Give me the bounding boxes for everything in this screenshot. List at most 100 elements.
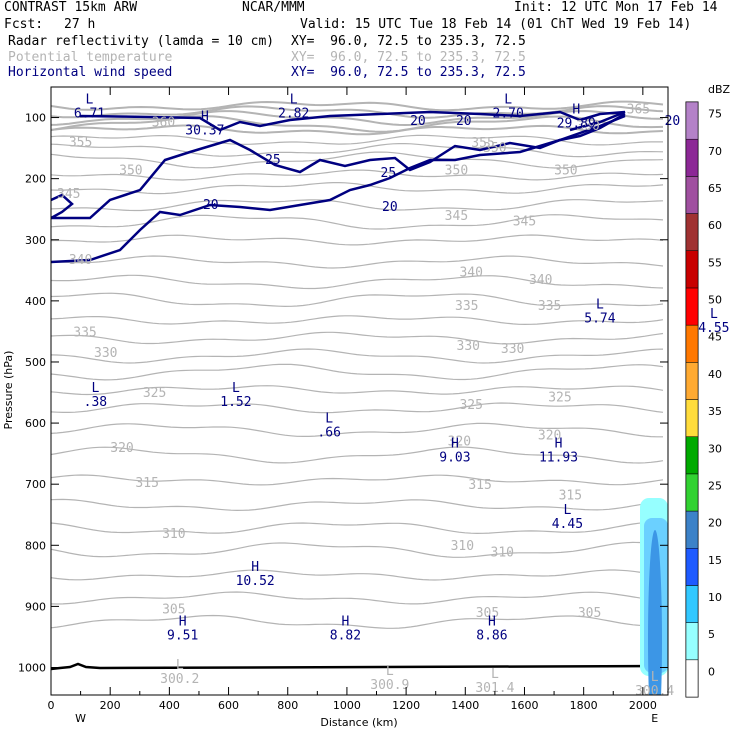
theta-contour-line — [51, 402, 664, 414]
colorbar-swatch — [685, 510, 699, 549]
colorbar-tick-label: 20 — [708, 517, 722, 530]
theta-label: 325 — [459, 398, 482, 413]
theta-extreme-marker: L — [491, 667, 499, 682]
theta-label: 340 — [459, 265, 482, 280]
theta-contour-line — [51, 151, 664, 169]
y-tick-label: 400 — [25, 295, 46, 308]
wind-extreme-marker: L — [563, 503, 571, 518]
wind-extreme-marker: L — [290, 93, 298, 108]
theta-label: 330 — [94, 346, 117, 361]
wind-extreme-marker: H — [572, 102, 580, 117]
wind-extreme-marker: L — [232, 381, 240, 396]
theta-label: 360 — [576, 119, 599, 134]
colorbar-tick-label: 40 — [708, 368, 722, 381]
theta-label: 355 — [471, 136, 494, 151]
theta-label: 310 — [451, 539, 474, 554]
wind-extreme-value: 6.71 — [74, 107, 105, 122]
colorbar-swatch — [685, 362, 699, 400]
theta-extreme-value: 300.9 — [370, 678, 409, 693]
wind-extreme-marker: L — [596, 297, 604, 312]
wind-extreme-marker: L — [91, 381, 99, 396]
wind-extreme-value: .66 — [317, 426, 340, 441]
theta-contour-line — [51, 143, 664, 158]
theta-contour-line — [51, 315, 664, 326]
reflectivity-shading — [640, 498, 668, 695]
theta-label: 360 — [152, 116, 175, 131]
colorbar-tick-label: 15 — [708, 554, 722, 567]
x-tick-label: 400 — [159, 699, 180, 712]
colorbar-tick-label: 75 — [708, 108, 722, 121]
colorbar-unit: dBZ — [708, 83, 731, 96]
colorbar-swatch — [685, 659, 699, 698]
theta-contour-line — [51, 100, 664, 112]
colorbar-tick-label: 5 — [708, 628, 715, 641]
wind-extreme-marker: H — [251, 560, 259, 575]
y-tick-label: 700 — [25, 478, 46, 491]
init-time: Init: 12 UTC Mon 17 Feb 14 — [514, 0, 718, 15]
wind-extreme-value: 2.70 — [493, 107, 524, 122]
x-tick-label: 0 — [48, 699, 55, 712]
wind-extreme-value: 8.86 — [476, 628, 507, 643]
theta-label: 350 — [445, 163, 468, 178]
wind-extreme-value: 8.82 — [330, 628, 361, 643]
theta-contour-line — [51, 292, 664, 308]
theta-label: 350 — [483, 141, 506, 156]
wind-extreme-value: 4.55 — [698, 321, 729, 336]
wind-label: 25 — [265, 153, 281, 168]
wind-extreme-value: 1.52 — [220, 395, 251, 410]
theta-extreme-marker: L — [651, 670, 659, 685]
x-axis-title: Distance (km) — [320, 716, 397, 729]
theta-contour-line — [51, 105, 664, 119]
colorbar-swatch — [685, 101, 699, 140]
field-theta-xy: XY= 96.0, 72.5 to 235.3, 72.5 — [291, 50, 526, 65]
theta-contour-line — [51, 234, 664, 246]
colorbar-swatch — [685, 585, 699, 623]
forecast-label: Fcst: — [4, 17, 44, 32]
theta-contour-line — [51, 169, 664, 181]
colorbar-swatch — [685, 287, 699, 326]
theta-label: 325 — [143, 386, 166, 401]
field-wind-name: Horizontal wind speed — [8, 65, 173, 80]
wind-extreme-marker: L — [86, 93, 94, 108]
colorbar-swatch — [685, 399, 699, 437]
theta-label: 340 — [69, 253, 92, 268]
wind-extreme-value: 10.52 — [236, 574, 275, 589]
y-tick-label: 600 — [25, 417, 46, 430]
colorbar-swatch — [685, 436, 699, 475]
theta-label: 350 — [119, 163, 142, 178]
wind-extreme-value: 4.45 — [552, 517, 583, 532]
colorbar-swatch — [685, 324, 699, 363]
theta-contour-line — [51, 446, 664, 464]
theta-extreme-value: 300.4 — [635, 684, 674, 699]
theta-extreme-value: 301.4 — [475, 681, 514, 696]
terrain-line — [51, 662, 668, 671]
plot-frame: 0 200 400 600 800 1000 1200 1400 1600 1800 2000 100… — [18, 86, 669, 725]
colorbar-tick-label: 60 — [708, 219, 722, 232]
y-tick-label: 300 — [25, 234, 46, 247]
wind-extreme-value: 2.82 — [278, 107, 309, 122]
forecast-hours: 27 h — [64, 17, 96, 32]
theta-label: 320 — [538, 429, 561, 444]
y-tick-label: 200 — [25, 173, 46, 186]
theta-contour-line — [51, 385, 664, 396]
theta-label: 320 — [110, 441, 133, 456]
wind-extreme-marker: H — [179, 614, 187, 629]
x-tick-label: 600 — [218, 699, 239, 712]
wind-extreme-value: 5.74 — [584, 311, 615, 326]
theta-label: 315 — [468, 478, 491, 493]
theta-contour-line — [51, 422, 663, 438]
theta-contour-line — [51, 474, 664, 486]
plot-border — [50, 86, 669, 696]
theta-label: 305 — [162, 603, 185, 618]
wind-extreme-marker: H — [555, 437, 563, 452]
wind-extreme-value: .38 — [84, 395, 107, 410]
theta-contour-line — [51, 115, 664, 133]
theta-label: 345 — [57, 187, 80, 202]
field-theta-name: Potential temperature — [8, 50, 173, 65]
x-tick-label: 800 — [277, 699, 298, 712]
theta-contour-line — [51, 182, 664, 195]
wind-extreme-value: 9.51 — [167, 628, 198, 643]
wind-extreme-marker: H — [488, 614, 496, 629]
field-reflectivity-xy: XY= 96.0, 72.5 to 235.3, 72.5 — [291, 34, 526, 49]
